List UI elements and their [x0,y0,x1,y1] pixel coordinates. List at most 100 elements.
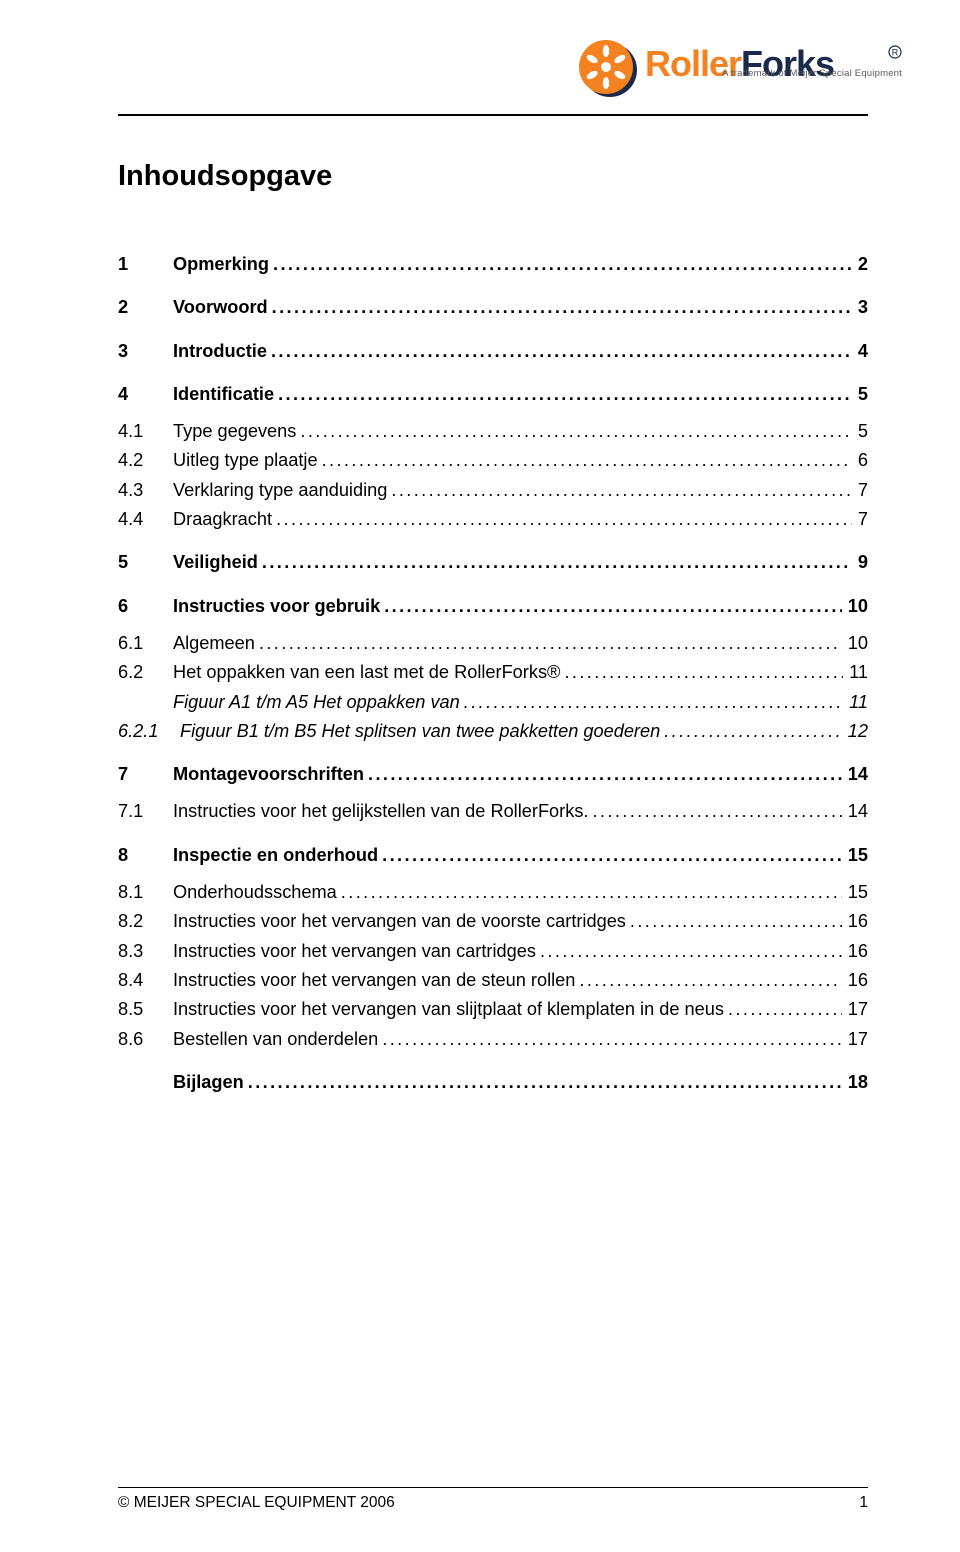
header-rule [118,114,868,116]
toc-page: 17 [842,1026,868,1053]
toc-leader-dots: ........................................… [464,689,843,716]
toc-entry[interactable]: 8Inspectie en onderhoud.................… [118,842,868,869]
toc-entry[interactable]: 4.2Uitleg type plaatje..................… [118,447,868,474]
toc-number: 6.2 [118,659,173,686]
toc-page: 10 [842,630,868,657]
toc-entry[interactable]: 6.2Het oppakken van een last met de Roll… [118,659,868,686]
toc-label: Type gegevens [173,418,300,445]
toc-entry[interactable]: 5Veiligheid.............................… [118,549,868,576]
toc-leader-dots: ........................................… [278,381,852,408]
toc-leader-dots: ........................................… [728,996,842,1023]
toc-label: Instructies voor gebruik [173,593,384,620]
toc-entry[interactable]: Bijlagen................................… [118,1069,868,1096]
toc-leader-dots: ........................................… [322,447,852,474]
toc-label: Algemeen [173,630,259,657]
toc-entry[interactable]: 6.1Algemeen.............................… [118,630,868,657]
toc-page: 3 [852,294,868,321]
toc-label: Het oppakken van een last met de RollerF… [173,659,564,686]
toc-label: Figuur B1 t/m B5 Het splitsen van twee p… [180,718,664,745]
toc-leader-dots: ........................................… [300,418,852,445]
toc-entry[interactable]: 8.6Bestellen van onderdelen.............… [118,1026,868,1053]
toc-number: 4 [118,381,173,408]
toc-entry[interactable]: 8.5Instructies voor het vervangen van sl… [118,996,868,1023]
toc-number: 3 [118,338,173,365]
page-number: 1 [859,1494,868,1512]
page-footer: © MEIJER SPECIAL EQUIPMENT 2006 1 [118,1487,868,1512]
toc-page: 4 [852,338,868,365]
toc-page: 10 [842,593,868,620]
toc-entry[interactable]: 7.1Instructies voor het gelijkstellen va… [118,798,868,825]
toc-number: 4.3 [118,477,173,504]
toc-page: 16 [842,938,868,965]
toc-entry[interactable]: 7Montagevoorschriften...................… [118,761,868,788]
toc-entry[interactable]: 4Identificatie..........................… [118,381,868,408]
toc-gap [118,871,868,879]
toc-number: 8.5 [118,996,173,1023]
toc-label: Instructies voor het gelijkstellen van d… [173,798,592,825]
toc-label: Voorwoord [173,294,272,321]
toc-entry[interactable]: 4.4Draagkracht..........................… [118,506,868,533]
toc-leader-dots: ........................................… [664,718,842,745]
toc-gap [118,579,868,593]
toc-leader-dots: ........................................… [259,630,842,657]
toc-label: Identificatie [173,381,278,408]
toc-label: Verklaring type aanduiding [173,477,391,504]
toc-label: Instructies voor het vervangen van cartr… [173,938,540,965]
toc-number: 6.2.1 [118,718,180,745]
toc-page: 6 [852,447,868,474]
toc-label: Bijlagen [173,1069,248,1096]
toc-page: 11 [843,689,868,716]
toc-number: 5 [118,549,173,576]
toc-gap [118,367,868,381]
toc-label: Uitleg type plaatje [173,447,322,474]
toc-leader-dots: ........................................… [368,761,842,788]
toc-entry[interactable]: 3Introductie............................… [118,338,868,365]
toc-leader-dots: ........................................… [272,294,852,321]
toc-gap [118,280,868,294]
document-page: RollerForks R A trademark of Meijer Spec… [0,0,960,1552]
toc-gap [118,410,868,418]
toc-label: Introductie [173,338,271,365]
toc-leader-dots: ........................................… [384,593,842,620]
toc-label: Opmerking [173,251,273,278]
svg-text:R: R [892,48,899,58]
toc-page: 5 [852,418,868,445]
toc-number: 6 [118,593,173,620]
toc-page: 7 [852,506,868,533]
toc-page: 15 [842,879,868,906]
toc-page: 18 [842,1069,868,1096]
toc-entry[interactable]: 8.2Instructies voor het vervangen van de… [118,908,868,935]
toc-page: 14 [842,798,868,825]
toc-page: 14 [842,761,868,788]
toc-gap [118,535,868,549]
toc-entry[interactable]: 6.2.1Figuur B1 t/m B5 Het splitsen van t… [118,718,868,745]
toc-leader-dots: ........................................… [248,1069,842,1096]
toc-page: 17 [842,996,868,1023]
toc-gap [118,622,868,630]
toc-gap [118,828,868,842]
page-title: Inhoudsopgave [118,160,868,193]
toc-label: Inspectie en onderhoud [173,842,382,869]
toc-entry[interactable]: 4.1Type gegevens........................… [118,418,868,445]
toc-number: 8.4 [118,967,173,994]
toc-leader-dots: ........................................… [271,338,852,365]
toc-entry[interactable]: 4.3Verklaring type aanduiding...........… [118,477,868,504]
toc-entry[interactable]: Figuur A1 t/m A5 Het oppakken van.......… [118,689,868,716]
toc-page: 7 [852,477,868,504]
toc-leader-dots: ........................................… [382,1026,841,1053]
toc-number: 8.6 [118,1026,173,1053]
toc-entry[interactable]: 6Instructies voor gebruik...............… [118,593,868,620]
content-area: Inhoudsopgave 1Opmerking................… [118,160,868,1096]
toc-entry[interactable]: 1Opmerking..............................… [118,251,868,278]
toc-leader-dots: ........................................… [276,506,852,533]
toc-label: Onderhoudsschema [173,879,341,906]
table-of-contents: 1Opmerking..............................… [118,251,868,1096]
toc-number: 7 [118,761,173,788]
toc-entry[interactable]: 8.4Instructies voor het vervangen van de… [118,967,868,994]
toc-entry[interactable]: 8.1Onderhoudsschema.....................… [118,879,868,906]
toc-leader-dots: ........................................… [540,938,842,965]
logo-tagline: A trademark of Meijer Special Equipment [722,68,902,79]
toc-entry[interactable]: 8.3Instructies voor het vervangen van ca… [118,938,868,965]
toc-entry[interactable]: 2Voorwoord..............................… [118,294,868,321]
toc-label: Bestellen van onderdelen [173,1026,382,1053]
